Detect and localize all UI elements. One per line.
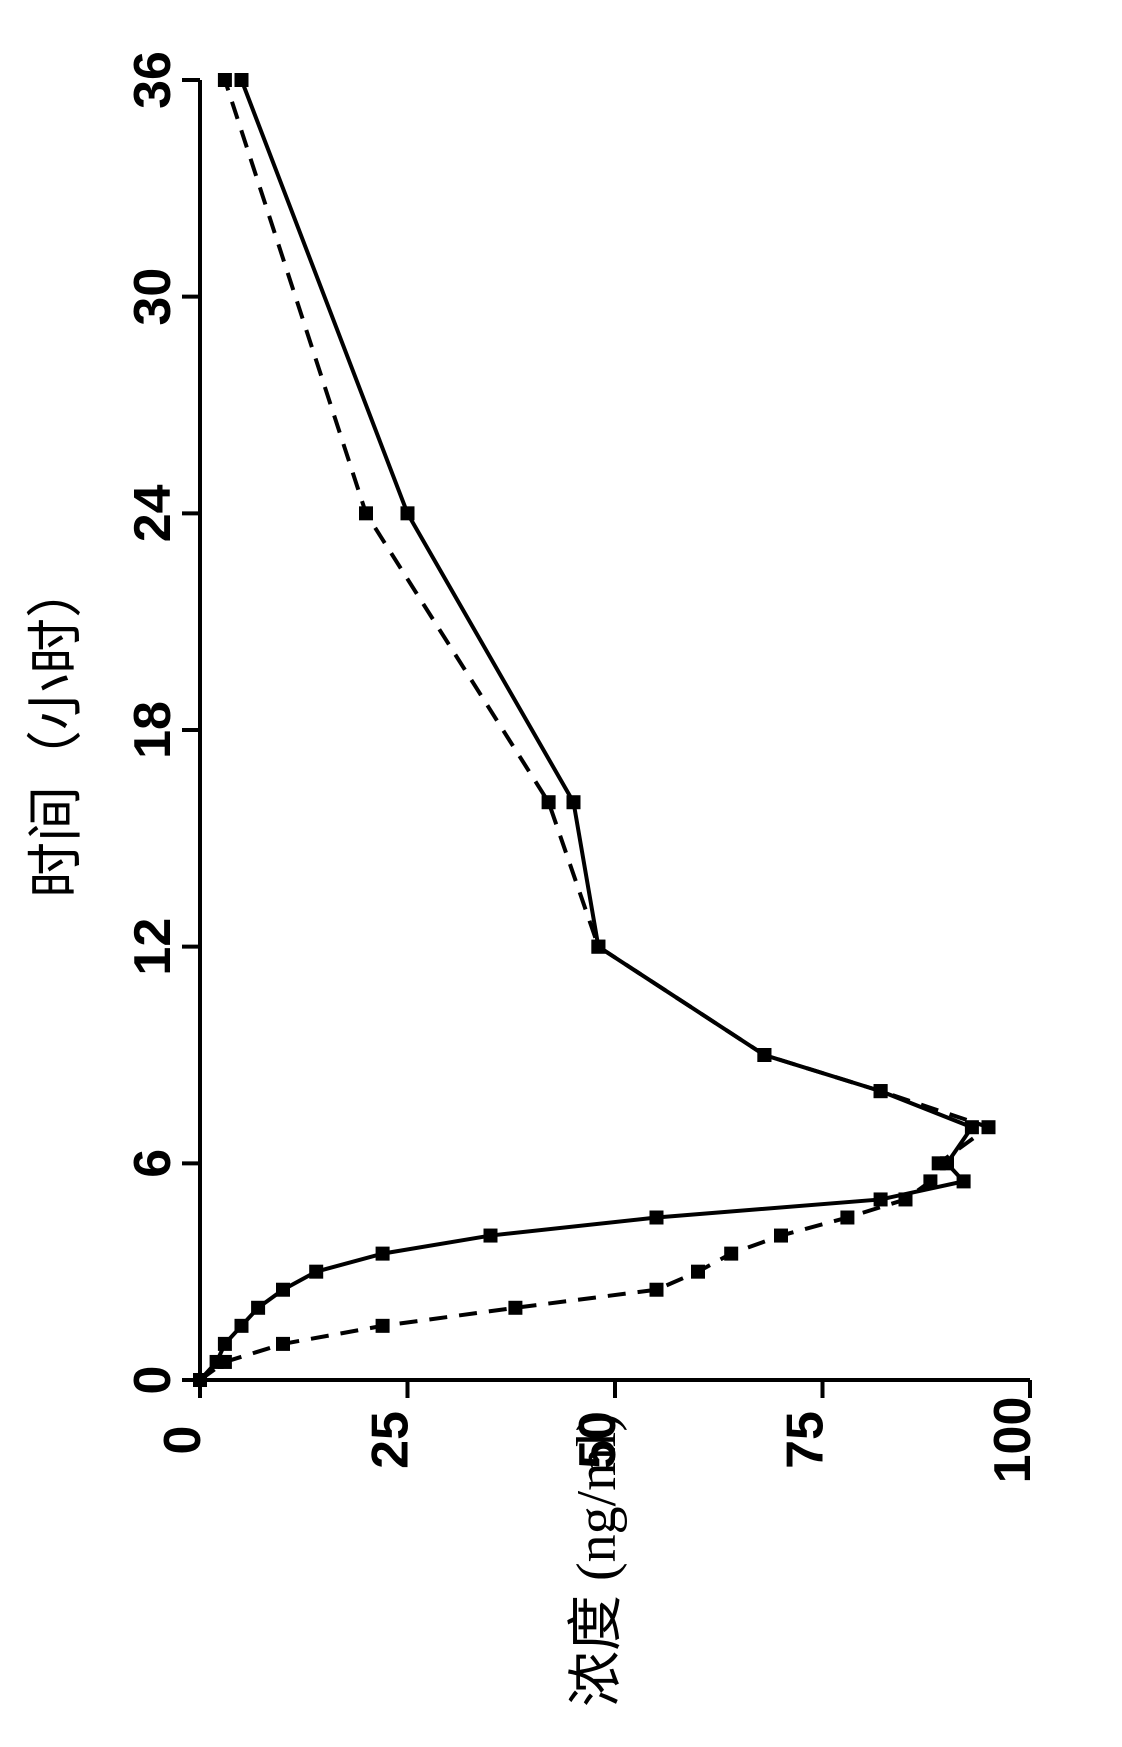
x-tick-label: 18 — [124, 701, 182, 759]
x-axis-label: 时间（小时） — [26, 562, 88, 898]
series-dashed-marker — [840, 1211, 854, 1225]
series-dashed-marker — [218, 73, 232, 87]
x-tick-label: 30 — [124, 268, 182, 326]
series-solid-marker — [235, 1319, 249, 1333]
series-dashed-marker — [932, 1156, 946, 1170]
series-dashed-marker — [542, 795, 556, 809]
series-dashed-marker — [218, 1355, 232, 1369]
series-dashed-marker — [359, 506, 373, 520]
y-tick-label: 0 — [154, 1426, 212, 1455]
series-dashed-marker — [724, 1247, 738, 1261]
x-tick-label: 0 — [124, 1366, 182, 1395]
series-solid-marker — [376, 1247, 390, 1261]
series-solid-marker — [650, 1211, 664, 1225]
series-solid-marker — [218, 1337, 232, 1351]
series-solid-marker — [874, 1192, 888, 1206]
x-tick-label: 12 — [124, 918, 182, 976]
series-solid-marker — [235, 73, 249, 87]
series-dashed-marker — [982, 1120, 996, 1134]
series-dashed-marker — [874, 1084, 888, 1098]
series-dashed-marker — [591, 940, 605, 954]
series-solid-marker — [965, 1120, 979, 1134]
series-solid-marker — [309, 1265, 323, 1279]
series-solid-marker — [567, 795, 581, 809]
line-chart: 0612182430360255075100时间（小时）浓度 (ng/ml)图1 — [0, 0, 1122, 1747]
series-solid-marker — [484, 1229, 498, 1243]
series-dashed-marker — [193, 1373, 207, 1387]
y-tick-label: 75 — [777, 1411, 835, 1469]
x-tick-label: 6 — [124, 1149, 182, 1178]
series-dashed-marker — [508, 1301, 522, 1315]
x-tick-label: 36 — [124, 51, 182, 109]
chart-container: 0612182430360255075100时间（小时）浓度 (ng/ml)图1 — [0, 0, 1122, 1747]
series-dashed-marker — [691, 1265, 705, 1279]
series-dashed-marker — [774, 1229, 788, 1243]
series-dashed-marker — [650, 1283, 664, 1297]
y-tick-label: 100 — [984, 1397, 1042, 1484]
series-solid-marker — [401, 506, 415, 520]
series-dashed-marker — [923, 1174, 937, 1188]
series-dashed-marker — [276, 1337, 290, 1351]
series-solid-marker — [276, 1283, 290, 1297]
y-tick-label: 25 — [362, 1411, 420, 1469]
series-dashed-marker — [757, 1048, 771, 1062]
series-dashed-marker — [376, 1319, 390, 1333]
series-solid-marker — [957, 1174, 971, 1188]
series-solid-marker — [251, 1301, 265, 1315]
y-axis-label: 浓度 (ng/ml) — [566, 1413, 628, 1707]
series-solid-line — [200, 80, 972, 1380]
x-tick-label: 24 — [124, 484, 182, 542]
series-dashed-marker — [899, 1192, 913, 1206]
